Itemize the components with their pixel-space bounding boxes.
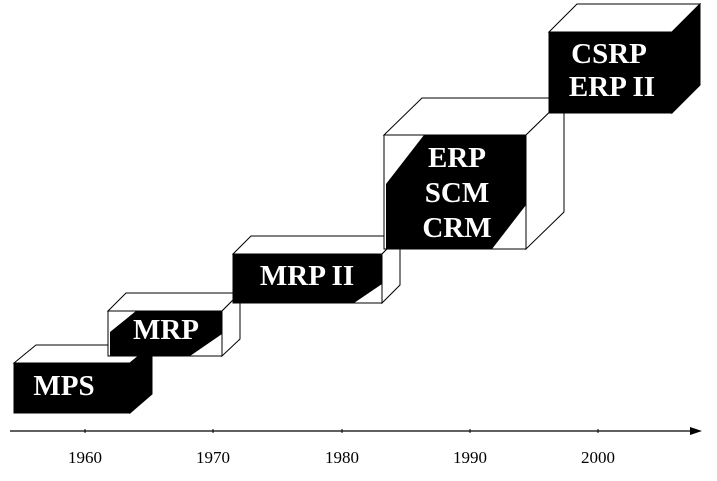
stage-mps-front-face <box>13 362 131 414</box>
timeline-label-1960: 1960 <box>68 448 102 467</box>
stage-csrp-label-line1: CSRP <box>571 38 647 70</box>
stage-erp-label-line3: CRM <box>422 212 491 244</box>
timeline: 1960 1970 1980 1990 2000 <box>10 427 702 467</box>
stage-mrp: MRP <box>106 291 242 358</box>
stage-erp-label-line1: ERP <box>428 142 486 174</box>
timeline-label-2000: 2000 <box>581 448 615 467</box>
stage-csrp-label-line2: ERP II <box>569 71 655 103</box>
stage-mrp2-label: MRP II <box>260 260 354 292</box>
stage-mrp2: MRP II <box>231 234 402 305</box>
stage-mrp-label: MRP <box>133 314 199 346</box>
timeline-label-1980: 1980 <box>325 448 359 467</box>
timeline-label-1970: 1970 <box>196 448 230 467</box>
timeline-arrowhead <box>690 427 702 435</box>
stage-mrp2-diagonal-fill <box>233 254 382 303</box>
stage-mrp2-top-face <box>231 235 402 255</box>
stage-erp-label-line2: SCM <box>425 177 489 209</box>
stage-mrp-top-face <box>106 292 242 312</box>
stage-mps: MPS <box>12 343 154 415</box>
stage-erp-diagonal-fill <box>386 135 526 249</box>
stage-mrp-diagonal-fill <box>110 311 222 356</box>
stage-csrp-front-face <box>548 31 673 114</box>
stage-mps-label: MPS <box>33 370 94 402</box>
stage-erp: ERP SCM CRM <box>382 96 566 251</box>
timeline-label-1990: 1990 <box>453 448 487 467</box>
stage-csrp: CSRP ERP II <box>547 2 702 115</box>
